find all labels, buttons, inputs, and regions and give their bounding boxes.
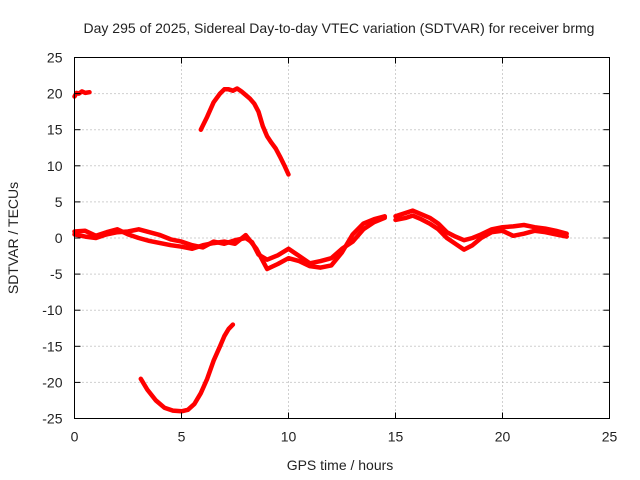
y-tick-label: -5 xyxy=(50,266,63,282)
y-tick-label: 15 xyxy=(47,122,63,138)
y-tick-label: 25 xyxy=(47,50,63,66)
y-tick-label: 5 xyxy=(55,194,63,210)
series-near-zero-a xyxy=(72,215,388,266)
y-tick-label: 0 xyxy=(55,230,63,246)
x-tick-label: 20 xyxy=(495,429,511,445)
series-near-zero-b xyxy=(72,214,388,272)
x-tick-label: 0 xyxy=(71,429,79,445)
y-tick-label: -25 xyxy=(42,411,62,427)
grid-lines xyxy=(74,57,610,419)
y-tick-label: -20 xyxy=(42,374,62,390)
series-arc-low xyxy=(138,322,236,414)
y-tick-label: -10 xyxy=(42,302,62,318)
data-series xyxy=(72,86,569,414)
x-tick-label: 10 xyxy=(281,429,297,445)
chart-title: Day 295 of 2025, Sidereal Day-to-day VTE… xyxy=(84,20,595,36)
axes: 0 5 10 15 20 25 25 20 15 10 5 0 -5 -10 -15 -20 -25 xyxy=(42,50,617,445)
series-near-zero-d xyxy=(393,213,569,252)
x-tick-label: 25 xyxy=(602,429,618,445)
x-tick-label: 15 xyxy=(388,429,404,445)
y-tick-label: -15 xyxy=(42,338,62,354)
x-axis-label: GPS time / hours xyxy=(287,457,394,473)
y-tick-label: 10 xyxy=(47,158,63,174)
y-tick-label: 20 xyxy=(47,86,63,102)
series-near-zero-c xyxy=(393,208,569,243)
y-axis-label: SDTVAR / TECUs xyxy=(5,182,21,294)
x-tick-label: 5 xyxy=(178,429,186,445)
series-arc-high-mid xyxy=(198,86,291,177)
